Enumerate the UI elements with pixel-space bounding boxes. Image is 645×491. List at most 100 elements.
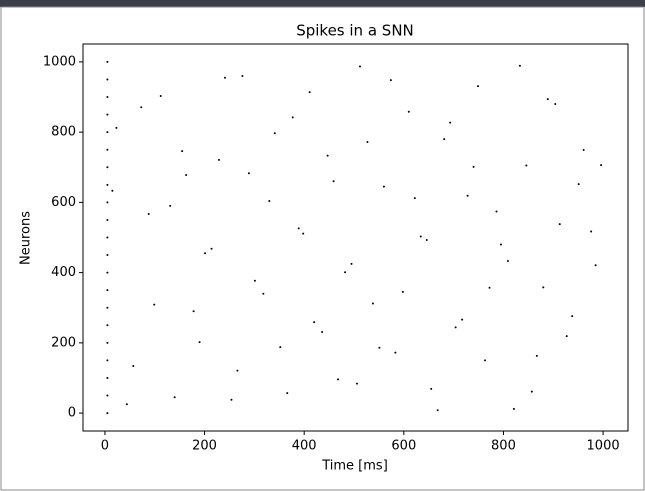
- spike: [204, 252, 207, 255]
- spike: [169, 204, 172, 207]
- spike: [358, 65, 361, 68]
- spike: [425, 238, 428, 241]
- spike: [488, 286, 491, 289]
- spike: [344, 271, 347, 274]
- spike: [326, 154, 329, 157]
- spike: [525, 164, 528, 167]
- spike: [106, 183, 109, 186]
- window-bar: [0, 0, 645, 7]
- spike: [106, 412, 109, 415]
- spike: [262, 292, 265, 295]
- spike: [499, 243, 502, 246]
- spike: [466, 194, 469, 197]
- spike: [286, 392, 289, 395]
- spike: [253, 279, 256, 282]
- spike: [125, 403, 128, 406]
- spike: [413, 197, 416, 200]
- spike: [140, 106, 143, 109]
- spike: [436, 409, 439, 412]
- spike: [554, 103, 557, 106]
- y-axis-label: Neurons: [19, 211, 34, 265]
- spike: [147, 212, 150, 215]
- plot-frame: [82, 43, 629, 432]
- spike: [461, 318, 464, 321]
- spike: [115, 126, 118, 129]
- spike: [577, 183, 580, 186]
- spike: [565, 335, 568, 338]
- spike: [594, 264, 597, 267]
- spike: [236, 369, 239, 372]
- spike: [185, 173, 188, 176]
- spike: [106, 341, 109, 344]
- spike: [106, 236, 109, 239]
- spike: [332, 180, 335, 183]
- x-axis-label: Time [ms]: [321, 459, 388, 474]
- x-tick-label: 200: [192, 439, 217, 454]
- spike: [106, 78, 109, 81]
- spike: [106, 218, 109, 221]
- spike: [230, 398, 233, 401]
- spike: [106, 166, 109, 169]
- spike: [477, 85, 480, 88]
- spike: [106, 148, 109, 151]
- spike: [472, 165, 475, 168]
- spike: [268, 199, 271, 202]
- spike: [106, 271, 109, 274]
- spike: [273, 132, 276, 135]
- spike: [159, 94, 162, 97]
- spike: [495, 210, 498, 213]
- chart-title: Spikes in a SNN: [296, 22, 414, 40]
- x-tick-label: 0: [101, 439, 109, 454]
- spike: [106, 359, 109, 362]
- spike: [378, 346, 381, 349]
- spike: [371, 302, 374, 305]
- spike: [546, 98, 549, 101]
- spike: [313, 321, 316, 324]
- spike: [506, 260, 509, 263]
- spike: [600, 164, 603, 167]
- y-tick-label: 800: [51, 125, 76, 140]
- spike: [210, 247, 213, 250]
- spike: [542, 286, 545, 289]
- spike: [535, 354, 538, 357]
- spike: [106, 376, 109, 379]
- x-tick-label: 800: [491, 439, 516, 454]
- window-frame: [0, 6, 645, 491]
- spike: [512, 407, 515, 410]
- spike: [389, 79, 392, 82]
- spike: [430, 387, 433, 390]
- spike: [350, 262, 353, 265]
- spike: [590, 230, 593, 233]
- spike: [407, 110, 410, 113]
- spike: [153, 303, 156, 306]
- spike: [401, 290, 404, 293]
- spike: [302, 232, 305, 235]
- y-tick-label: 1000: [43, 54, 76, 69]
- spike: [106, 254, 109, 257]
- spike: [337, 378, 340, 381]
- spike: [454, 326, 457, 329]
- spike: [308, 91, 311, 94]
- spike: [192, 310, 195, 313]
- spike: [181, 150, 184, 153]
- spike: [106, 113, 109, 116]
- y-tick-label: 600: [51, 195, 76, 210]
- spike: [558, 223, 561, 226]
- spike: [355, 382, 358, 385]
- y-tick-label: 200: [51, 335, 76, 350]
- spike: [106, 60, 109, 63]
- spike: [449, 121, 452, 124]
- spike: [106, 306, 109, 309]
- spike: [241, 74, 244, 77]
- spike: [106, 96, 109, 99]
- spike: [419, 235, 422, 238]
- spike: [223, 76, 226, 79]
- spike: [106, 394, 109, 397]
- spike: [247, 172, 250, 175]
- spike: [218, 158, 221, 161]
- spike: [582, 149, 585, 152]
- spike: [394, 351, 397, 354]
- x-tick-label: 600: [391, 439, 416, 454]
- spike: [297, 227, 300, 230]
